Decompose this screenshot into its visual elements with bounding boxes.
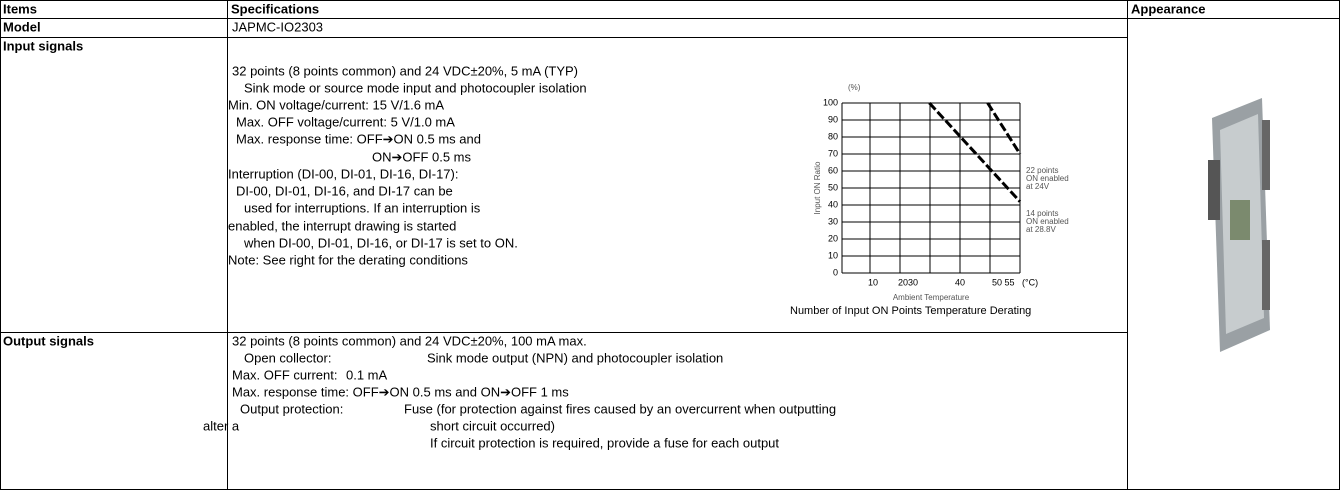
x-tick-label: (°C) (1022, 277, 1038, 287)
x-tick-label: 2030 (898, 277, 918, 287)
spec-text: Max. OFF current: (232, 367, 337, 382)
header-cell: Appearance (1131, 1, 1205, 16)
spec-text: Note: See right for the derating conditi… (228, 252, 468, 267)
y-tick-label: 40 (828, 199, 838, 209)
y-tick-label: 10 (828, 250, 838, 260)
y-tick-label: 70 (828, 148, 838, 158)
spec-text: Sink mode or source mode input and photo… (244, 80, 587, 95)
spec-text: ON➔OFF 0.5 ms (372, 149, 472, 164)
spec-text: 32 points (8 points common) and 24 VDC±2… (232, 333, 587, 348)
chart-caption: Number of Input ON Points Temperature De… (790, 305, 1031, 317)
y-tick-label: 90 (828, 114, 838, 124)
y-tick-label: 20 (828, 233, 838, 243)
x-tick-label: 40 (955, 277, 965, 287)
y-tick-label: 0 (833, 267, 838, 277)
module-picture (1208, 98, 1270, 352)
spec-text: Interruption (DI-00, DI-01, DI-16, DI-17… (228, 166, 458, 181)
x-tick-label: 50 55 (992, 277, 1015, 287)
document: Items Specifications Appearance Model JAPMC-… (0, 0, 1341, 495)
spec-text: Fuse (for protection against fires cause… (404, 401, 836, 416)
y-axis-label: Input ON Ratio (813, 161, 822, 214)
spec-text: enabled, the interrupt drawing is starte… (228, 218, 456, 233)
spec-text: short circuit occurred) (430, 418, 555, 433)
spec-text: alter a (203, 418, 240, 433)
spec-text: DI-00, DI-01, DI-16, and DI-17 can be (236, 183, 453, 198)
page: Items Specifications Appearance Model JAPMC-… (0, 0, 1341, 500)
y-tick-label: 60 (828, 165, 838, 175)
y-tick-label: 100 (823, 97, 838, 107)
y-tick-label: 30 (828, 216, 838, 226)
x-axis-label: Ambient Temperature (893, 293, 970, 302)
derating-line (929, 103, 1020, 202)
spec-text: 0.1 mA (346, 367, 388, 382)
spec-text: Max. OFF voltage/current: 5 V/1.0 mA (236, 114, 455, 129)
series-label: at 28.8V (1026, 225, 1056, 234)
spec-text: used for interruptions. If an interrupti… (244, 200, 481, 215)
spec-text: Min. ON voltage/current: 15 V/1.6 mA (228, 97, 444, 112)
item-cell: Input signals (3, 38, 83, 53)
spec-text: when DI-00, DI-01, DI-16, or DI-17 is se… (243, 235, 518, 250)
y-tick-label: 80 (828, 131, 838, 141)
item-cell: Model (3, 19, 41, 34)
y-unit: (%) (848, 83, 861, 92)
spec-text: Open collector: (244, 350, 331, 365)
header-cell: Items (3, 1, 37, 16)
spec-text: Sink mode output (NPN) and photocoupler … (427, 350, 723, 365)
item-cell: Output signals (3, 333, 94, 348)
table-borders (0, 0, 1340, 490)
spec-text: Output protection: (240, 401, 343, 416)
series-label: at 24V (1026, 182, 1050, 191)
spec-text: 32 points (8 points common) and 24 VDC±2… (232, 63, 578, 78)
x-tick-label: 10 (868, 277, 878, 287)
y-tick-label: 50 (828, 182, 838, 192)
spec-text: Max. response time: OFF➔ON 0.5 ms and (236, 131, 481, 146)
spec-text: If circuit protection is required, provi… (430, 435, 779, 450)
derating-line (988, 103, 1020, 154)
header-cell: Specifications (231, 1, 319, 16)
spec-text: JAPMC-IO2303 (232, 19, 323, 34)
spec-text: Max. response time: OFF➔ON 0.5 ms and ON… (232, 384, 569, 399)
